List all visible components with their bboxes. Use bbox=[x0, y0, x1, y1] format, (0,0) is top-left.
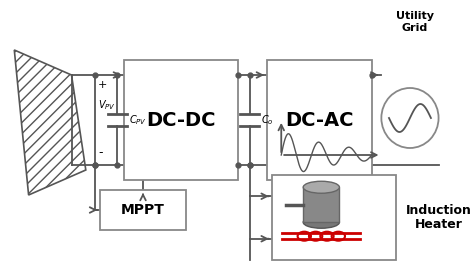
Bar bbox=[100, 190, 186, 230]
Text: DC-DC: DC-DC bbox=[146, 111, 216, 130]
Text: Induction
Heater: Induction Heater bbox=[406, 204, 472, 231]
Bar bbox=[267, 60, 372, 180]
Circle shape bbox=[382, 88, 438, 148]
Text: $V_{PV}$: $V_{PV}$ bbox=[98, 98, 116, 112]
Text: -: - bbox=[98, 147, 103, 160]
Text: +: + bbox=[98, 80, 108, 90]
Text: Utility
Grid: Utility Grid bbox=[396, 11, 434, 33]
Ellipse shape bbox=[303, 216, 339, 228]
Text: MPPT: MPPT bbox=[121, 203, 165, 217]
Text: $C_o$: $C_o$ bbox=[261, 113, 274, 127]
Text: $C_{PV}$: $C_{PV}$ bbox=[129, 113, 146, 127]
Bar bbox=[124, 60, 238, 180]
Bar bbox=[272, 175, 396, 260]
Text: DC-AC: DC-AC bbox=[285, 111, 354, 130]
Ellipse shape bbox=[303, 181, 339, 193]
Bar bbox=[303, 187, 339, 222]
Polygon shape bbox=[14, 50, 86, 195]
